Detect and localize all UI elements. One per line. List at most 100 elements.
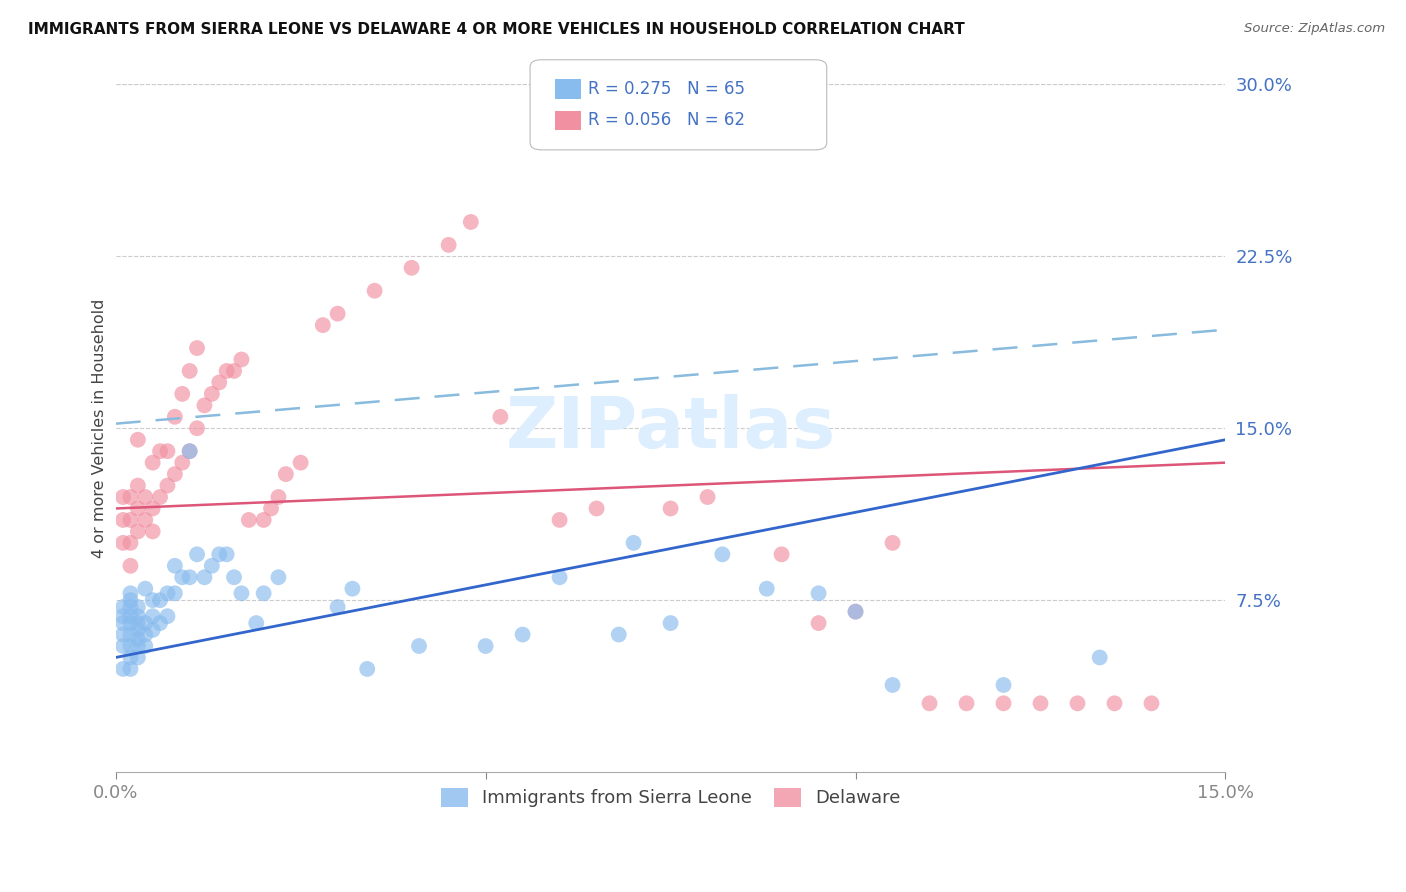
Y-axis label: 4 or more Vehicles in Household: 4 or more Vehicles in Household bbox=[93, 299, 107, 558]
Point bbox=[156, 444, 179, 458]
Point bbox=[238, 513, 260, 527]
Point bbox=[193, 398, 215, 412]
Point bbox=[342, 582, 364, 596]
Point bbox=[807, 616, 830, 631]
Point bbox=[127, 600, 149, 615]
Point bbox=[1140, 696, 1163, 710]
Point bbox=[201, 387, 224, 401]
Point bbox=[201, 558, 224, 573]
Point bbox=[1066, 696, 1088, 710]
Point bbox=[112, 616, 135, 631]
Point bbox=[955, 696, 977, 710]
Point bbox=[120, 586, 142, 600]
Point bbox=[770, 547, 793, 561]
Point bbox=[127, 524, 149, 539]
Point bbox=[807, 586, 830, 600]
Point bbox=[408, 639, 430, 653]
Point bbox=[260, 501, 283, 516]
Point bbox=[274, 467, 297, 482]
Point bbox=[134, 582, 156, 596]
Point bbox=[186, 421, 208, 435]
Point bbox=[134, 513, 156, 527]
Point bbox=[231, 586, 253, 600]
Point bbox=[401, 260, 423, 275]
Point bbox=[659, 616, 682, 631]
Point bbox=[172, 456, 194, 470]
Point bbox=[120, 639, 142, 653]
Point bbox=[1088, 650, 1111, 665]
Point bbox=[607, 627, 630, 641]
Point bbox=[179, 444, 201, 458]
Point bbox=[1029, 696, 1052, 710]
Point bbox=[215, 547, 238, 561]
Point bbox=[112, 513, 135, 527]
Point bbox=[112, 600, 135, 615]
Point bbox=[142, 623, 165, 637]
Point bbox=[659, 501, 682, 516]
Text: IMMIGRANTS FROM SIERRA LEONE VS DELAWARE 4 OR MORE VEHICLES IN HOUSEHOLD CORRELA: IMMIGRANTS FROM SIERRA LEONE VS DELAWARE… bbox=[28, 22, 965, 37]
Point bbox=[356, 662, 378, 676]
Point bbox=[149, 616, 172, 631]
Point bbox=[882, 678, 904, 692]
Point bbox=[755, 582, 778, 596]
Point bbox=[127, 623, 149, 637]
Point bbox=[1104, 696, 1126, 710]
Point bbox=[179, 570, 201, 584]
Point bbox=[363, 284, 385, 298]
Point bbox=[215, 364, 238, 378]
Point bbox=[172, 387, 194, 401]
Point bbox=[290, 456, 312, 470]
Point bbox=[326, 307, 349, 321]
Point bbox=[312, 318, 335, 332]
Text: ZIPatlas: ZIPatlas bbox=[506, 393, 835, 463]
Point bbox=[437, 238, 460, 252]
Legend: Immigrants from Sierra Leone, Delaware: Immigrants from Sierra Leone, Delaware bbox=[433, 780, 908, 814]
Text: R = 0.275   N = 65: R = 0.275 N = 65 bbox=[588, 80, 745, 98]
Point bbox=[179, 364, 201, 378]
Point bbox=[120, 627, 142, 641]
Point bbox=[149, 490, 172, 504]
Point bbox=[163, 409, 186, 424]
Point bbox=[127, 632, 149, 647]
Point bbox=[186, 341, 208, 355]
Point bbox=[127, 478, 149, 492]
Point bbox=[844, 605, 866, 619]
Point bbox=[120, 650, 142, 665]
Point bbox=[142, 593, 165, 607]
Point bbox=[208, 376, 231, 390]
Point bbox=[179, 444, 201, 458]
Point bbox=[134, 627, 156, 641]
Point bbox=[142, 456, 165, 470]
Point bbox=[112, 639, 135, 653]
Text: R = 0.056   N = 62: R = 0.056 N = 62 bbox=[588, 112, 745, 129]
Point bbox=[112, 490, 135, 504]
Point bbox=[245, 616, 267, 631]
Point bbox=[222, 570, 245, 584]
Point bbox=[127, 501, 149, 516]
Point bbox=[474, 639, 496, 653]
Point bbox=[156, 609, 179, 624]
Point bbox=[585, 501, 607, 516]
Point bbox=[112, 662, 135, 676]
Point bbox=[993, 678, 1015, 692]
Point bbox=[120, 490, 142, 504]
Point bbox=[112, 627, 135, 641]
Point bbox=[548, 570, 571, 584]
Point bbox=[127, 609, 149, 624]
Point bbox=[127, 616, 149, 631]
Point bbox=[222, 364, 245, 378]
Point bbox=[548, 513, 571, 527]
Point bbox=[460, 215, 482, 229]
Point bbox=[120, 536, 142, 550]
Point bbox=[163, 467, 186, 482]
Point bbox=[844, 605, 866, 619]
Point bbox=[120, 513, 142, 527]
Point bbox=[253, 586, 276, 600]
Point bbox=[918, 696, 941, 710]
Point bbox=[267, 570, 290, 584]
Point bbox=[112, 536, 135, 550]
Point bbox=[623, 536, 645, 550]
Point bbox=[253, 513, 276, 527]
Point bbox=[120, 558, 142, 573]
Point bbox=[134, 490, 156, 504]
